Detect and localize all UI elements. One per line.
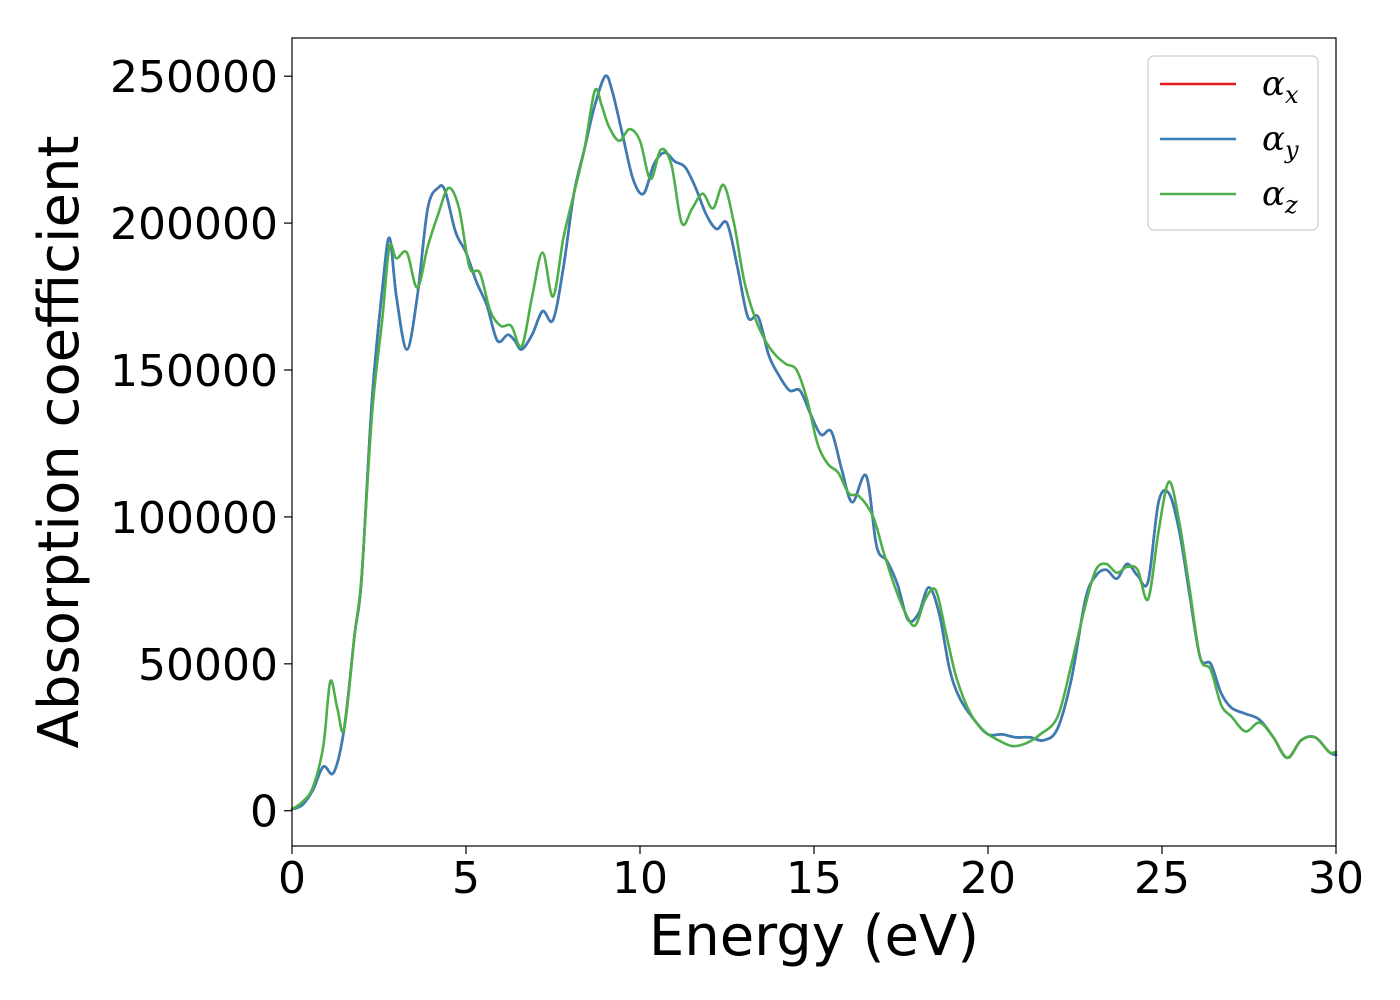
y-axis-ticks: 0 50000 100000 150000 200000 250000 [110, 52, 292, 838]
x-axis-title: Energy (eV) [649, 904, 979, 969]
series-line-alpha-z [290, 87, 1338, 811]
x-tick-label: 20 [960, 853, 1016, 904]
x-tick-label: 0 [278, 853, 306, 904]
y-tick-label: 250000 [110, 52, 278, 103]
y-tick-label: 200000 [110, 199, 278, 250]
x-tick-label: 30 [1308, 853, 1364, 904]
y-tick-label: 150000 [110, 346, 278, 397]
series-line-alpha-y [290, 74, 1338, 811]
legend-label-alpha-y: αy [1262, 119, 1299, 164]
legend-box [1147, 55, 1319, 231]
x-tick-label: 10 [612, 853, 668, 904]
x-axis-ticks: 0 5 10 15 20 25 30 [278, 846, 1364, 904]
y-tick-label: 0 [250, 787, 278, 838]
legend-label-alpha-z: αz [1262, 174, 1298, 219]
y-tick-label: 50000 [138, 640, 278, 691]
x-tick-label: 25 [1134, 853, 1190, 904]
x-tick-label: 15 [786, 853, 842, 904]
y-tick-label: 100000 [110, 493, 278, 544]
legend: αx αy αz [1147, 55, 1319, 231]
series-layer [290, 74, 1338, 811]
y-axis-title: Absorption coefficient [27, 136, 92, 749]
x-tick-label: 5 [452, 853, 480, 904]
legend-label-alpha-x: αx [1262, 64, 1299, 109]
